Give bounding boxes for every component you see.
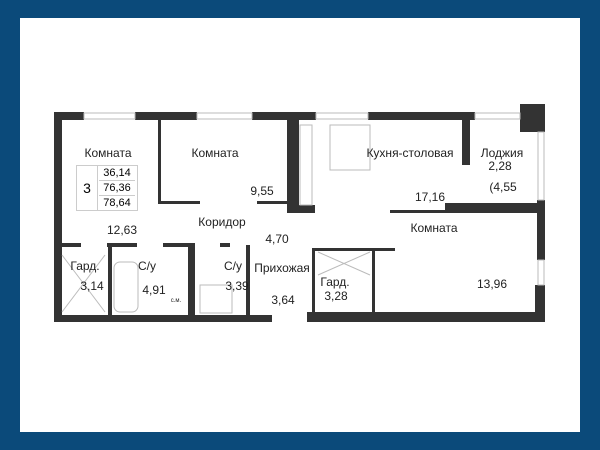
apartment-summary: 3 36,14 76,36 78,64 [76, 165, 138, 211]
rooms-count: 3 [77, 166, 98, 210]
room-area: 12,63 [106, 223, 138, 237]
floor-plan-card [20, 18, 580, 432]
room-area: 9,55 [250, 184, 274, 198]
room-name: Комната [84, 146, 132, 160]
room-area: 3,39 [225, 279, 249, 293]
room-area: 17,16 [414, 190, 446, 204]
room-name: Коридор [198, 215, 246, 229]
room-name: С/у [138, 259, 156, 273]
room-area: 13,96 [476, 277, 508, 291]
room-name: Кухня-столовая [366, 146, 454, 160]
total-with-loggia: 78,64 [103, 197, 131, 209]
room-area: 2,28 [488, 159, 512, 173]
room-area: 3,64 [271, 293, 295, 307]
room-area: 4,70 [265, 232, 289, 246]
room-name: С/у [224, 259, 242, 273]
total-area: 76,36 [99, 181, 135, 196]
room-area: 3,14 [80, 279, 104, 293]
windows-and-fixtures [61, 112, 545, 314]
room-name: Гард. [320, 275, 350, 289]
walls [54, 104, 545, 322]
room-name: Комната [410, 221, 458, 235]
room-area-full: (4,55 [489, 180, 517, 194]
living-area: 36,14 [99, 166, 135, 181]
room-area: 4,91 [142, 283, 166, 297]
washing-machine-label: с.м. [170, 298, 182, 304]
room-area: 3,28 [324, 289, 348, 303]
room-name: Лоджия [480, 146, 524, 160]
room-name: Прихожая [254, 261, 310, 275]
room-name: Гард. [70, 259, 100, 273]
room-name: Комната [191, 146, 239, 160]
